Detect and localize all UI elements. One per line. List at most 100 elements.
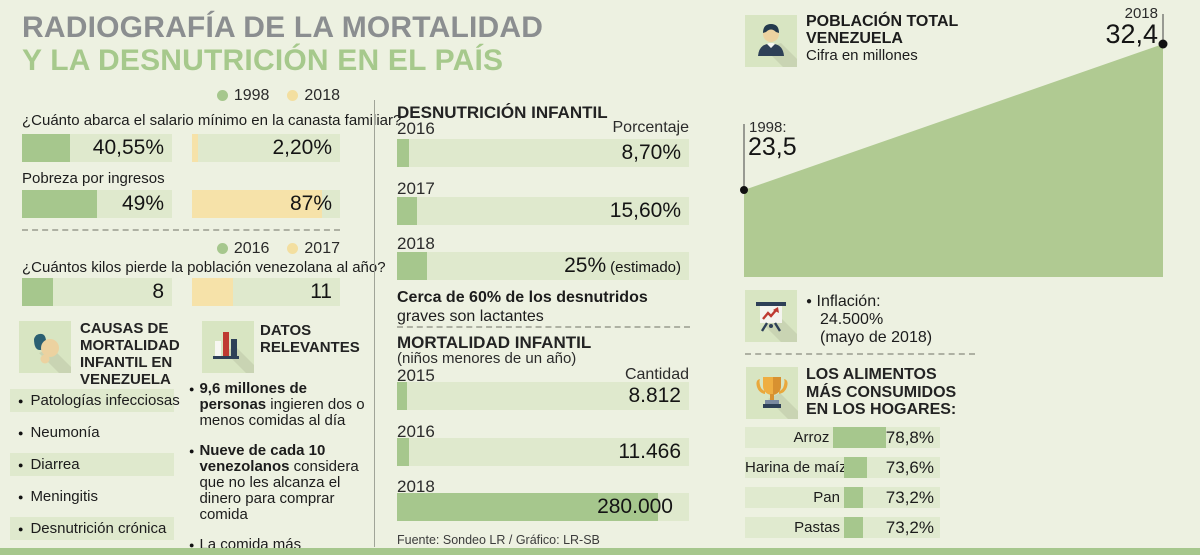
legend-1998-2018: 1998 2018: [216, 87, 340, 105]
bar-fill: [192, 190, 322, 218]
food-value: 78,8%: [885, 428, 934, 447]
year-label: 2017: [397, 179, 435, 198]
alimentos-title: LOS ALIMENTOS MÁS CONSUMIDOS EN LOS HOGA…: [806, 366, 957, 418]
food-row: Pan 73,2%: [745, 487, 940, 508]
estimate-suffix: (estimado): [610, 259, 681, 276]
end-value: 32,4: [1105, 19, 1158, 49]
start-value: 23,5: [748, 133, 797, 161]
bar-value: 11: [310, 280, 332, 303]
inflation-board-icon: [745, 290, 797, 342]
food-value: 73,2%: [885, 518, 934, 537]
person-icon: [745, 15, 797, 67]
bar-value: 40,55%: [92, 136, 164, 159]
desnutricion-note: Cerca de 60% de los desnutridos graves s…: [397, 289, 648, 325]
divider: [397, 326, 690, 328]
end-point-labels: 2018 32,4: [1040, 5, 1158, 49]
list-item: Meningitis: [10, 485, 174, 508]
question-salario: ¿Cuánto abarca el salario mínimo en la c…: [22, 112, 402, 129]
food-row: Harina de maíz 73,6%: [745, 457, 940, 478]
page-subtitle: Y LA DESNUTRICIÓN EN EL PAÍS: [22, 44, 504, 77]
datos-title: DATOS RELEVANTES: [260, 322, 360, 356]
list-item: Diarrea: [10, 453, 174, 476]
bar-value: 25% (estimado): [564, 254, 681, 277]
food-row: Pastas 73,2%: [745, 517, 940, 538]
legend-item: 2017: [287, 240, 340, 258]
poblacion-subtitle: Cifra en millones: [806, 47, 918, 64]
bar-mortalidad-2015: 8.812: [397, 382, 689, 410]
footer-strip: [0, 548, 1200, 555]
column-header: Cantidad: [624, 366, 689, 383]
desnutricion-title: DESNUTRICIÓN INFANTIL: [397, 103, 608, 122]
trophy-icon: [746, 367, 798, 419]
population-area-chart: [740, 14, 1168, 277]
bar-value: 2,20%: [272, 136, 332, 159]
food-label: Arroz: [793, 429, 830, 446]
bar-value: 8,70%: [621, 141, 681, 164]
mortalidad-subtitle: (niños menores de un año): [397, 350, 577, 367]
row-header: 2018: [397, 477, 689, 497]
poblacion-title: POBLACIÓN TOTAL: [806, 13, 959, 30]
legend-item: 1998: [216, 87, 269, 105]
row-header: 2017: [397, 179, 689, 199]
bar-fill: [844, 517, 863, 538]
bar-fill: [22, 278, 53, 306]
bar-fill: [397, 197, 417, 225]
inflacion-note: (mayo de 2018): [820, 329, 933, 346]
legend-2016-2017: 2016 2017: [216, 240, 340, 258]
end-year-label: 2018: [1124, 5, 1158, 22]
food-value: 73,2%: [885, 488, 934, 507]
bar-salario-1998: 40,55%: [22, 134, 172, 162]
bar-desnutricion-2018: 25% (estimado): [397, 252, 689, 280]
legend-item: 2016: [216, 240, 269, 258]
list-item: Neumonía: [10, 421, 174, 444]
green-dot-icon: [216, 243, 228, 254]
green-dot-icon: [216, 90, 228, 101]
bar-chart-icon: [202, 321, 254, 373]
legend-item: 2018: [287, 87, 340, 105]
bar-fill: [844, 457, 867, 478]
bar-value: 49%: [121, 192, 164, 215]
bar-fill: [397, 252, 427, 280]
bar-desnutricion-2016: 8,70%: [397, 139, 689, 167]
label-pobreza: Pobreza por ingresos: [22, 170, 165, 187]
year-label: 2018: [397, 234, 435, 253]
bar-pobreza-1998: 49%: [22, 190, 172, 218]
bar-value: 87%: [289, 192, 332, 215]
question-kilos: ¿Cuántos kilos pierde la población venez…: [22, 259, 386, 276]
bar-fill: [192, 134, 198, 162]
yellow-dot-icon: [287, 243, 299, 254]
page-title: RADIOGRAFÍA DE LA MORTALIDAD: [22, 11, 544, 44]
bar-fill: [397, 382, 407, 410]
row-header: 2018: [397, 234, 689, 254]
inflacion-block: ● Inflación: 24.500% (mayo de 2018): [806, 293, 932, 347]
row-header: 2016 Porcentaje: [397, 119, 689, 139]
causas-title: CAUSAS DE MORTALIDAD INFANTIL EN VENEZUE…: [80, 320, 180, 388]
column-divider: [374, 100, 375, 547]
list-item: Patologías infecciosas: [10, 389, 180, 412]
poblacion-title2: VENEZUELA: [806, 30, 903, 47]
bullet-item: Nueve de cada 10 venezolanos considera q…: [189, 443, 371, 523]
bar-mortalidad-2018: 280.000: [397, 493, 689, 521]
bar-value: 8.812: [628, 384, 681, 407]
row-header: 2016: [397, 422, 689, 442]
mortalidad-title: MORTALIDAD INFANTIL: [397, 333, 592, 352]
yellow-dot-icon: [287, 90, 299, 101]
bar-fill: [844, 487, 863, 508]
row-header: 2015 Cantidad: [397, 366, 689, 386]
bar-value: 280.000: [597, 495, 673, 518]
source-credit: Fuente: Sondeo LR / Gráfico: LR-SB: [397, 533, 600, 547]
alimentos-list: Arroz 78,8% Harina de maíz 73,6% Pan 73,…: [745, 427, 940, 547]
baby-icon: [19, 321, 71, 373]
bar-salario-2018: 2,20%: [192, 134, 340, 162]
bar-pobreza-2018: 87%: [192, 190, 340, 218]
divider: [745, 353, 975, 355]
food-label: Harina de maíz: [745, 459, 847, 476]
list-item: Desnutrición crónica: [10, 517, 174, 540]
year-label: 2016: [397, 119, 435, 138]
bar-mortalidad-2016: 11.466: [397, 438, 689, 466]
food-value: 73,6%: [885, 458, 934, 477]
bar-fill: [833, 427, 886, 448]
food-label: Pan: [813, 489, 840, 506]
bar-fill: [397, 139, 409, 167]
